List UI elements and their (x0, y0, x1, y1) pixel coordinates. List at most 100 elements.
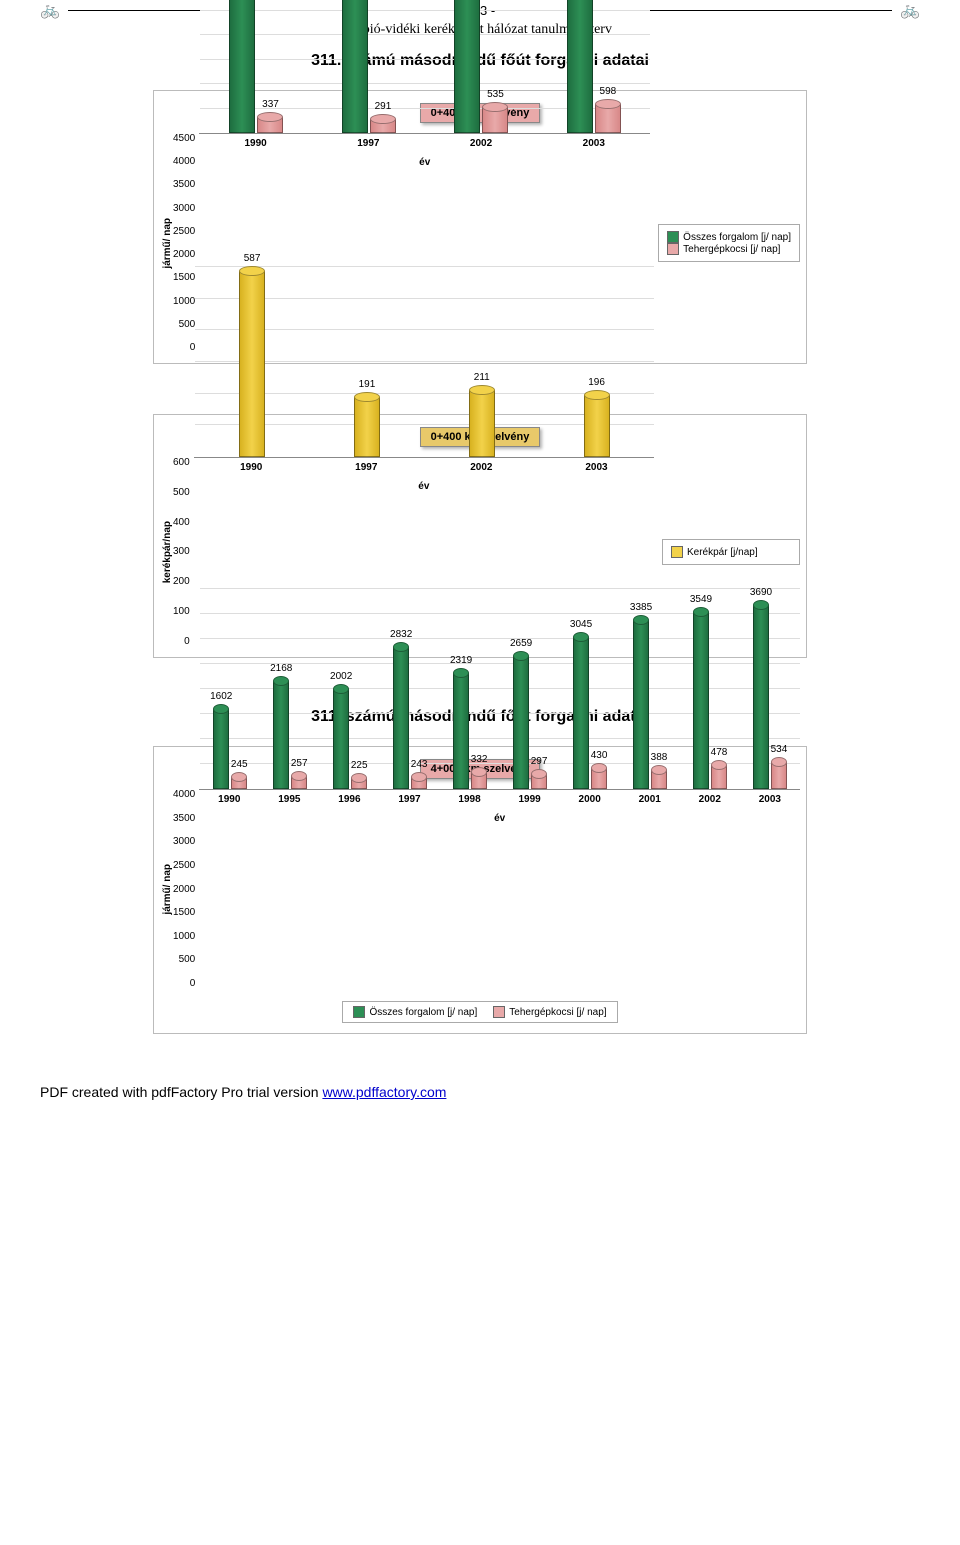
y-axis-label: jármű/ nap (160, 218, 173, 269)
bar-group: 587 (239, 271, 265, 457)
x-tick: 1999 (518, 794, 540, 805)
bar-value-label: 2319 (450, 655, 472, 666)
bar-group: 1602245 (213, 709, 247, 789)
bar-value-label: 2002 (330, 671, 352, 682)
y-tick: 500 (179, 954, 196, 965)
legend: Kerékpár [j/nap] (662, 539, 800, 565)
legend-label: Összes forgalom [j/ nap] (683, 232, 791, 243)
bar-group: 2002225 (333, 689, 367, 789)
bar: 598 (595, 104, 621, 133)
bar-group: 211 (469, 390, 495, 457)
bar: 534 (771, 762, 787, 789)
bar: 2975 (229, 0, 255, 133)
legend-swatch (671, 546, 683, 558)
y-tick: 2000 (173, 249, 195, 260)
bar-group: 4281598 (567, 0, 621, 133)
legend-label: Tehergépkocsi [j/ nap] (509, 1007, 606, 1018)
bar: 291 (370, 119, 396, 133)
bar-value-label: 1602 (210, 691, 232, 702)
footer-link[interactable]: www.pdffactory.com (322, 1084, 446, 1100)
y-tick: 200 (173, 576, 190, 587)
bar: 332 (471, 772, 487, 789)
legend-swatch (667, 231, 679, 243)
bar-value-label: 291 (375, 101, 392, 112)
bar: 430 (591, 768, 607, 790)
bar: 3549 (693, 612, 709, 789)
x-tick: 2003 (585, 462, 607, 473)
y-tick: 100 (173, 606, 190, 617)
bar-value-label: 3549 (690, 594, 712, 605)
x-tick: 1990 (218, 794, 240, 805)
y-tick: 2500 (173, 226, 195, 237)
legend-item: Kerékpár [j/nap] (671, 546, 791, 558)
bar-group: 4085535 (454, 0, 508, 133)
legend-label: Összes forgalom [j/ nap] (369, 1007, 477, 1018)
bar: 3598 (342, 0, 368, 133)
bar-value-label: 534 (771, 744, 788, 755)
bar-group: 191 (354, 397, 380, 457)
bar: 1602 (213, 709, 229, 789)
x-tick: 1997 (355, 462, 377, 473)
legend-swatch (493, 1006, 505, 1018)
y-tick: 1500 (173, 907, 195, 918)
bar-value-label: 257 (291, 758, 308, 769)
y-tick: 3500 (173, 179, 195, 190)
y-tick: 300 (173, 546, 190, 557)
x-tick: 1998 (458, 794, 480, 805)
y-tick: 2000 (173, 884, 195, 895)
page: 🚲 - 13 - 🚲 Tápió-vidéki kerékpárút hálóz… (0, 0, 960, 1140)
bar: 535 (482, 107, 508, 133)
bar: 4085 (454, 0, 480, 133)
x-axis-title: év (199, 813, 800, 824)
bar: 4281 (567, 0, 593, 133)
bar-group: 2832243 (393, 647, 427, 789)
bar: 587 (239, 271, 265, 457)
bar-value-label: 245 (231, 759, 248, 770)
bar: 2319 (453, 673, 469, 789)
y-tick: 0 (190, 978, 196, 989)
bar-group: 2319332 (453, 673, 487, 789)
y-axis-label: jármű/ nap (160, 864, 173, 915)
bar-group: 3549478 (693, 612, 727, 789)
bar: 225 (351, 778, 367, 789)
x-axis-title: év (194, 481, 654, 492)
y-tick: 1000 (173, 296, 195, 307)
bar: 191 (354, 397, 380, 457)
bike-icon: 🚲 (900, 0, 920, 20)
y-tick: 3500 (173, 813, 195, 824)
bar-group: 2168257 (273, 681, 307, 789)
bar-value-label: 337 (262, 99, 279, 110)
bar: 245 (231, 777, 247, 789)
bar-value-label: 211 (474, 372, 490, 383)
bar-value-label: 598 (600, 86, 617, 97)
y-axis-label: kerékpár/nap (160, 521, 173, 583)
bar-value-label: 3690 (750, 587, 772, 598)
legend-item: Összes forgalom [j/ nap] (353, 1006, 477, 1018)
x-tick: 2002 (470, 138, 492, 149)
y-tick: 1000 (173, 931, 195, 942)
bar-value-label: 587 (244, 253, 261, 264)
y-tick: 3000 (173, 836, 195, 847)
bar-value-label: 196 (588, 377, 605, 388)
bar-value-label: 3385 (630, 602, 652, 613)
bike-icon: 🚲 (40, 0, 60, 20)
x-tick: 2002 (699, 794, 721, 805)
bar: 243 (411, 777, 427, 789)
x-tick: 2001 (639, 794, 661, 805)
y-tick: 500 (179, 319, 196, 330)
bar: 196 (584, 395, 610, 457)
y-tick: 2500 (173, 860, 195, 871)
legend-item: Összes forgalom [j/ nap] (667, 231, 791, 243)
bar: 211 (469, 390, 495, 457)
bar-group: 2975 337 (229, 0, 283, 133)
x-axis-title: év (199, 157, 650, 168)
x-tick: 2002 (470, 462, 492, 473)
bar-value-label: 225 (351, 760, 368, 771)
x-tick: 2003 (583, 138, 605, 149)
legend-swatch (353, 1006, 365, 1018)
bar-value-label: 388 (651, 752, 668, 763)
chart-3: 4+000 km szelvényjármű/ nap4000350030002… (153, 746, 807, 1034)
footer-text: PDF created with pdfFactory Pro trial ve… (40, 1084, 322, 1100)
bar-group: 196 (584, 395, 610, 457)
legend-item: Tehergépkocsi [j/ nap] (667, 243, 791, 255)
